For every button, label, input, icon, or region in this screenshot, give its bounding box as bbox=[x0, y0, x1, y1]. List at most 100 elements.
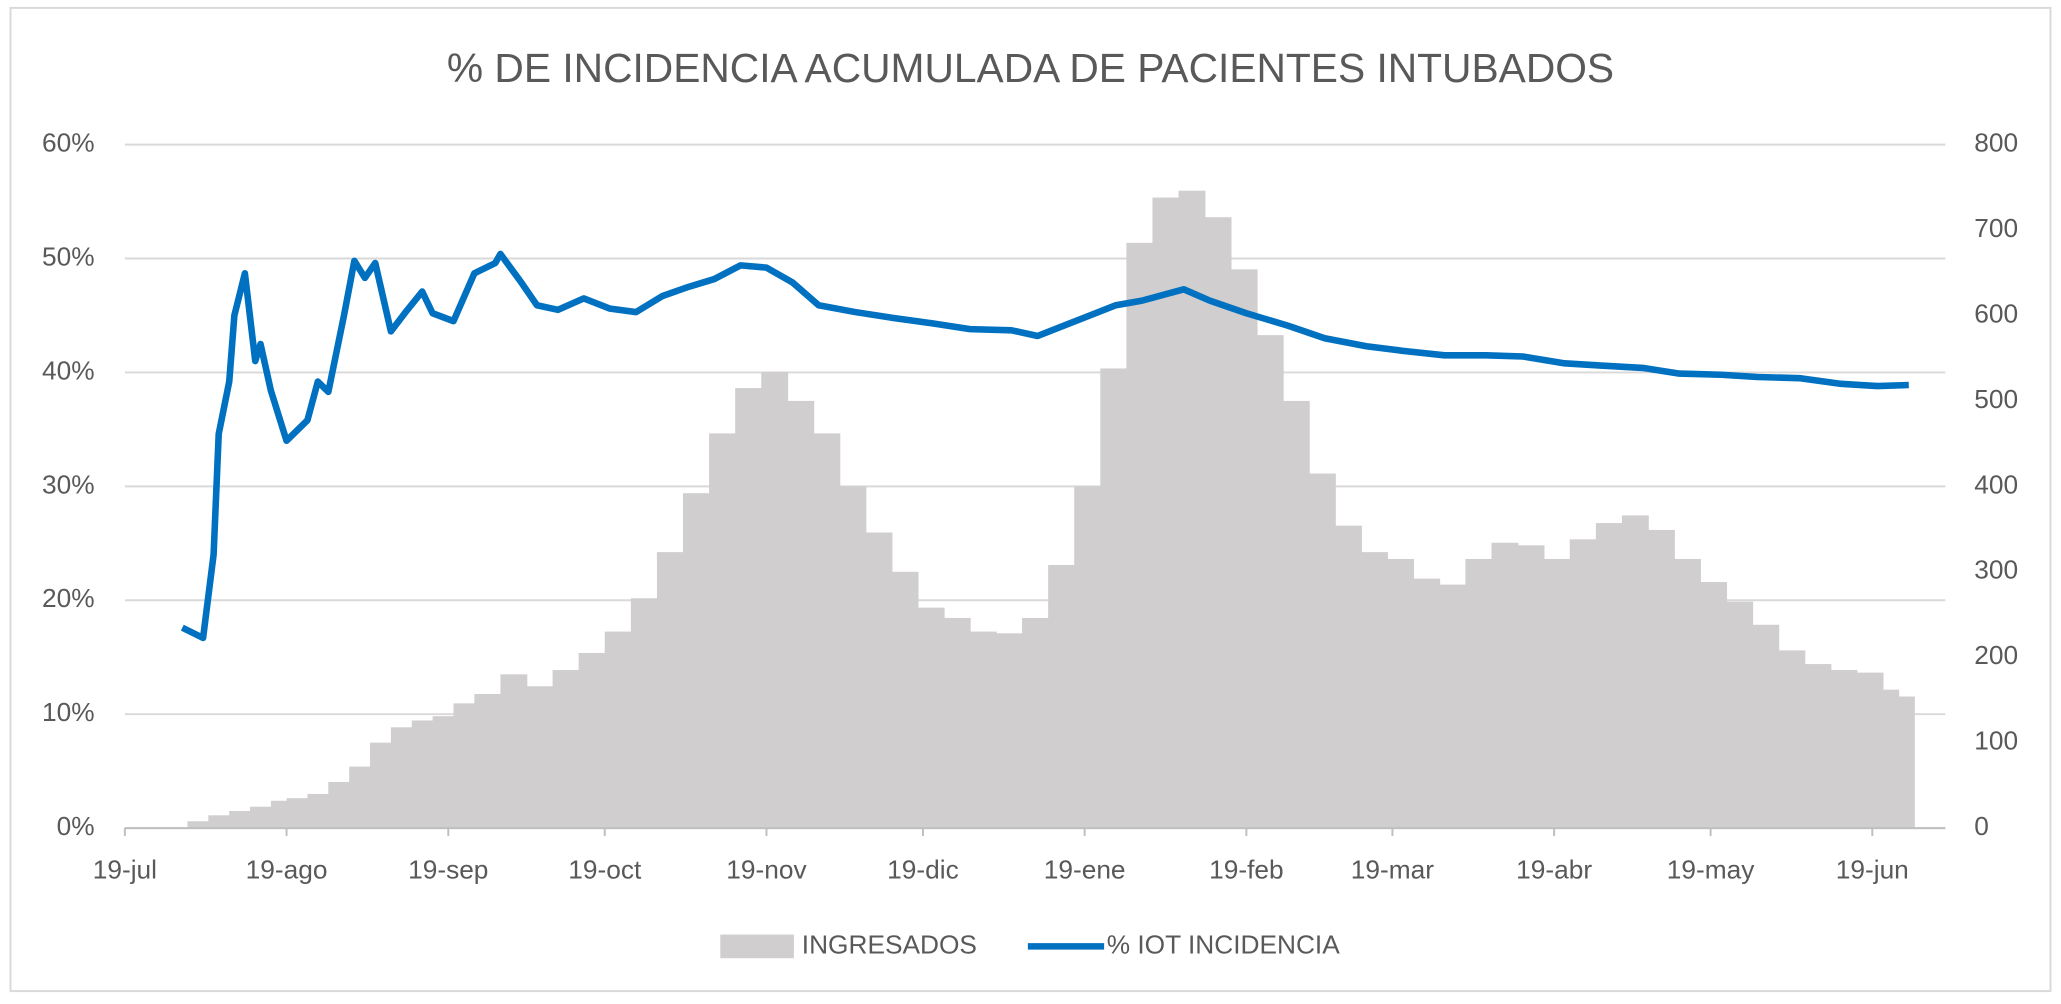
x-tick-label: 19-jul bbox=[93, 854, 157, 884]
legend-label: INGRESADOS bbox=[802, 929, 977, 959]
line bbox=[180, 250, 1909, 642]
bar bbox=[1778, 650, 1806, 829]
y-tick-label: 30% bbox=[42, 469, 95, 499]
bar bbox=[1074, 486, 1102, 829]
bar bbox=[552, 670, 580, 829]
bar bbox=[1439, 584, 1467, 829]
bar bbox=[735, 388, 763, 829]
bar bbox=[1569, 539, 1597, 829]
x-tick-label: 19-ago bbox=[246, 854, 328, 884]
bar bbox=[250, 806, 272, 829]
bar bbox=[370, 742, 392, 829]
bar bbox=[683, 493, 710, 829]
bar bbox=[1048, 564, 1076, 829]
bar bbox=[839, 486, 867, 829]
bar bbox=[891, 571, 919, 829]
legend-swatch bbox=[720, 934, 794, 959]
y2-tick-label: 600 bbox=[1974, 298, 2018, 328]
y-tick-label: 50% bbox=[42, 241, 95, 271]
bar bbox=[943, 617, 971, 829]
legend-label: % IOT INCIDENCIA bbox=[1107, 929, 1340, 959]
bar bbox=[1335, 525, 1362, 829]
x-tick-label: 19-nov bbox=[726, 854, 807, 884]
x-tick-label: 19-may bbox=[1667, 854, 1755, 884]
bar bbox=[969, 631, 997, 829]
bar bbox=[865, 532, 893, 829]
bar bbox=[1387, 558, 1415, 829]
bar bbox=[229, 811, 251, 829]
bar bbox=[1621, 515, 1649, 829]
bar bbox=[1308, 473, 1336, 829]
bar bbox=[813, 433, 841, 829]
bar bbox=[1830, 670, 1858, 829]
y2-tick-label: 700 bbox=[1974, 213, 2018, 243]
x-tick-label: 19-feb bbox=[1209, 854, 1283, 884]
x-tick-label: 19-abr bbox=[1516, 854, 1592, 884]
bar bbox=[328, 781, 350, 829]
bar bbox=[656, 552, 684, 829]
y2-tick-label: 500 bbox=[1974, 384, 2018, 414]
bar bbox=[1230, 269, 1258, 829]
bar bbox=[286, 798, 309, 829]
y2-tick-label: 200 bbox=[1974, 640, 2018, 670]
bar bbox=[578, 652, 606, 829]
bar bbox=[526, 686, 554, 829]
bar bbox=[1674, 558, 1701, 829]
bar bbox=[390, 727, 413, 829]
bar bbox=[1595, 523, 1623, 829]
bar bbox=[349, 766, 371, 829]
bar bbox=[1700, 582, 1728, 829]
chart-title: % DE INCIDENCIA ACUMULADA DE PACIENTES I… bbox=[447, 45, 1614, 91]
y-tick-label: 20% bbox=[42, 583, 95, 613]
bar bbox=[208, 815, 230, 829]
bar bbox=[500, 674, 528, 829]
bar bbox=[604, 631, 632, 829]
bar bbox=[1856, 672, 1884, 829]
bar bbox=[995, 633, 1023, 829]
bar bbox=[187, 821, 210, 829]
y2-tick-label: 0 bbox=[1974, 811, 1989, 841]
bar bbox=[270, 800, 288, 829]
bar bbox=[1491, 542, 1519, 829]
bar bbox=[709, 433, 736, 829]
bar bbox=[1517, 545, 1545, 829]
y2-tick-label: 800 bbox=[1974, 128, 2018, 158]
x-tick-label: 19-oct bbox=[568, 854, 642, 884]
bar bbox=[1361, 552, 1388, 829]
bar bbox=[1804, 664, 1832, 829]
y-tick-label: 60% bbox=[42, 128, 95, 158]
bar bbox=[1752, 624, 1780, 829]
bar bbox=[1204, 217, 1232, 829]
bar bbox=[1465, 558, 1493, 829]
y2-tick-label: 100 bbox=[1974, 726, 2018, 756]
x-tick-label: 19-dic bbox=[887, 854, 959, 884]
bar bbox=[1543, 558, 1571, 829]
bar bbox=[474, 693, 502, 829]
bar bbox=[307, 793, 330, 829]
bar bbox=[1882, 689, 1900, 829]
bar bbox=[1126, 242, 1154, 829]
y-tick-label: 40% bbox=[42, 355, 95, 385]
x-tick-label: 19-sep bbox=[408, 854, 488, 884]
bar bbox=[1648, 529, 1675, 829]
bar bbox=[761, 371, 789, 829]
y-tick-label: 10% bbox=[42, 697, 95, 727]
bar bbox=[1100, 368, 1128, 829]
y2-tick-label: 300 bbox=[1974, 555, 2018, 585]
bar bbox=[1022, 617, 1049, 829]
bar bbox=[1152, 197, 1180, 829]
bar bbox=[630, 598, 658, 829]
bar bbox=[1726, 601, 1754, 829]
bar bbox=[1413, 578, 1441, 829]
x-tick-label: 19-mar bbox=[1351, 854, 1434, 884]
bar bbox=[1256, 335, 1284, 829]
y2-tick-label: 400 bbox=[1974, 469, 2018, 499]
bar bbox=[1282, 400, 1310, 829]
bar bbox=[917, 607, 945, 829]
x-tick-label: 19-jun bbox=[1836, 854, 1909, 884]
bar bbox=[432, 716, 455, 829]
bar bbox=[1898, 696, 1915, 829]
bar bbox=[411, 720, 434, 829]
bar bbox=[787, 400, 815, 829]
